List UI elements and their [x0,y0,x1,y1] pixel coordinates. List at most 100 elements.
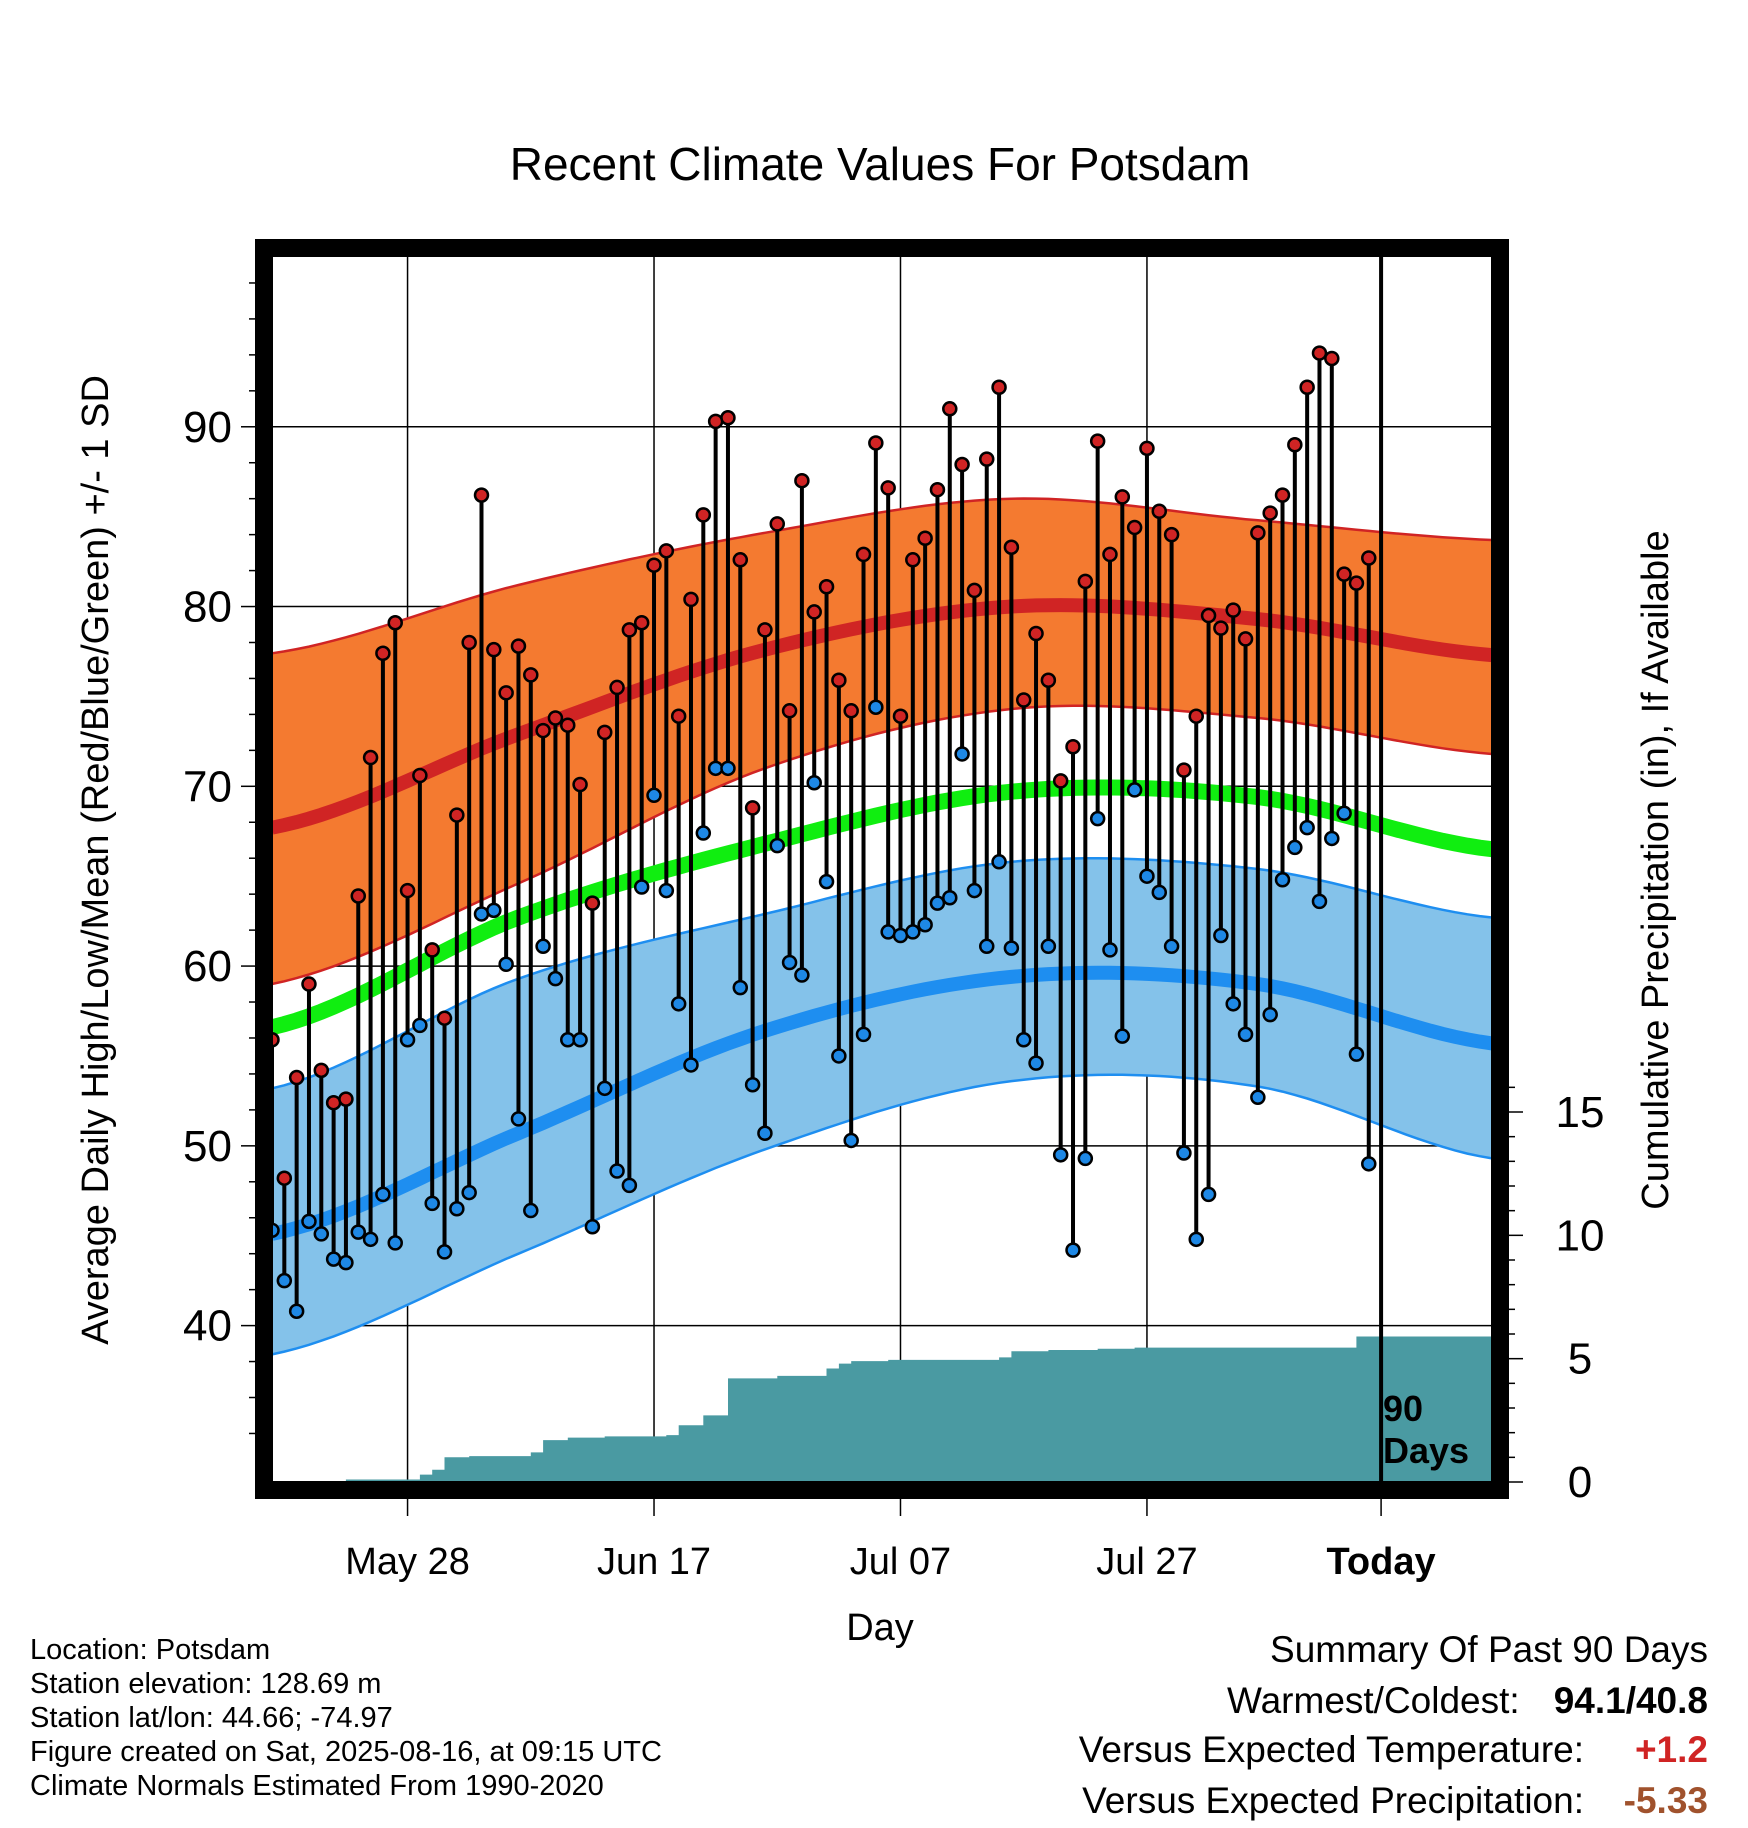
daily-high-point [991,379,1007,395]
days-label-line2: Days [1383,1430,1469,1471]
station-info: Location: Potsdam Station elevation: 128… [30,1633,662,1803]
warm-cold-value: 94.1/40.8 [1553,1680,1708,1721]
daily-low-point [424,1195,440,1212]
daily-low-point [510,1111,527,1127]
daily-high-point [1077,573,1094,590]
y-axis-left-label: Average Daily High/Low/Mean (Red/Blue/Gr… [75,375,117,1345]
daily-high-point [880,480,896,496]
daily-low-point [486,902,502,919]
daily-high-point [412,767,428,784]
daily-high-point [732,552,749,568]
temp-label: Versus Expected Temperature: [1078,1729,1584,1770]
daily-low-point [621,1177,638,1194]
x-axis: May 28 Jun 17 Jul 07 Jul 27 Today [345,1499,1436,1583]
daily-low-point [1311,893,1328,910]
precip-tick-label: 5 [1568,1335,1592,1384]
daily-low-point [473,906,490,922]
daily-low-point [1077,1150,1094,1167]
daily-low-point [412,1017,428,1034]
daily-high-point [905,552,921,568]
daily-high-point [892,708,909,724]
daily-high-point [362,749,379,766]
daily-low-point [325,1251,342,1267]
daily-low-point [646,787,662,804]
daily-high-point [338,1091,354,1107]
y-tick-label: 40 [183,1302,232,1351]
daily-high-point [1200,607,1217,624]
daily-high-point [399,882,416,899]
daily-high-point [1163,526,1180,543]
created-text: Figure created on Sat, 2025-08-16, at 09… [30,1736,662,1768]
y-tick-label: 90 [183,403,232,452]
daily-low-point [1114,1028,1131,1044]
normal-high-lower-edge [271,704,1493,986]
daily-low-point [707,760,724,777]
daily-low-point [769,837,786,854]
daily-high-point [633,614,650,631]
daily-low-point [547,970,564,987]
daily-low-point [288,1303,305,1319]
daily-high-point [843,703,859,719]
daily-low-point [449,1201,465,1217]
daily-high-point [560,717,576,733]
daily-high-point [1065,739,1081,755]
x-tick-label: Today [1327,1541,1436,1583]
daily-low-point [1089,810,1106,827]
daily-low-point [744,1076,761,1093]
daily-high-point [720,410,736,426]
daily-high-point [818,579,835,595]
daily-high-point [350,888,367,904]
normal-high-band [272,498,1492,984]
daily-low-point [338,1254,354,1271]
daily-low-point [1336,805,1352,822]
daily-low-point [1126,782,1143,798]
x-tick-label: Jun 17 [597,1541,711,1583]
daily-high-point [387,614,403,631]
daily-high-point [1188,708,1204,724]
warm-cold-row: Warmest/Coldest: 94.1/40.8 [1227,1680,1708,1722]
daily-low-point [670,996,687,1012]
daily-high-point [781,703,798,719]
location-text: Location: Potsdam [30,1634,271,1666]
daily-low-point [1299,819,1315,836]
daily-high-point [1361,550,1377,566]
daily-high-point [658,543,675,559]
precip-row: Versus Expected Precipitation: -5.33 [1082,1780,1708,1822]
daily-high-point [609,679,625,696]
normal-low-upper-edge [271,857,1493,1090]
daily-high-point [1040,672,1057,688]
daily-low-point [954,746,970,762]
daily-high-point [1299,379,1315,395]
daily-high-point [1311,345,1328,361]
daily-low-point [720,760,736,777]
daily-low-point [1003,940,1020,956]
daily-high-point [1114,489,1131,505]
daily-low-point [1176,1145,1192,1161]
daily-high-point [572,776,588,793]
daily-high-point [1089,433,1106,449]
daily-low-point [1237,1026,1254,1043]
daily-high-point [535,722,551,739]
daily-low-point [436,1244,453,1260]
daily-high-point [1151,503,1168,520]
y-tick-label: 60 [183,942,232,991]
normal-bands [270,497,1494,1356]
daily-high-point [1126,519,1143,536]
daily-high-point [942,401,958,417]
daily-high-point [1250,525,1266,541]
daily-low-point [1274,872,1291,888]
daily-low-point [1028,1055,1044,1071]
daily-low-point [1200,1186,1217,1203]
daily-high-point [449,807,465,823]
daily-high-point [596,724,613,741]
daily-high-point [436,1010,453,1026]
daily-high-point [806,604,822,620]
temp-value: +1.2 [1634,1729,1708,1770]
daily-low-point [1151,884,1168,901]
daily-low-point [806,774,822,791]
daily-high-point [621,622,638,638]
daily-high-point [1336,566,1352,582]
daily-low-point [978,938,995,955]
daily-high-point [584,895,601,911]
daily-low-point [818,873,835,890]
